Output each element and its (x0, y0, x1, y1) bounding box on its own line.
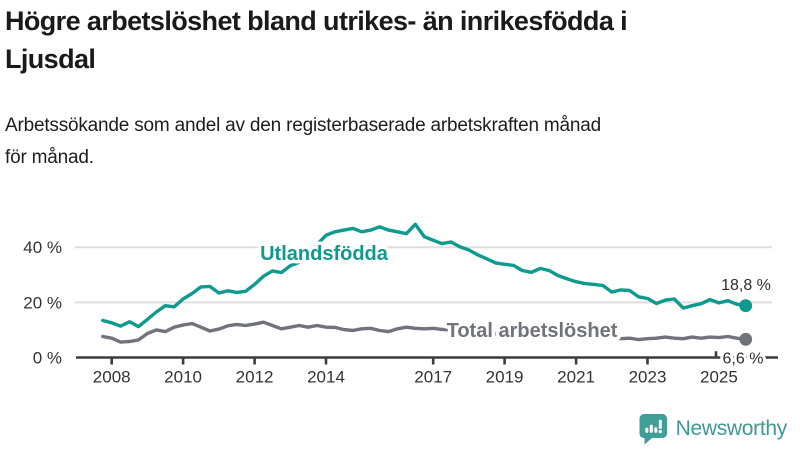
chart-subtitle: Arbetssökande som andel av den registerb… (5, 115, 602, 168)
x-tick-label: 2019 (486, 368, 524, 387)
y-tick-label: 0 % (33, 349, 62, 368)
end-value-label: 18,8 % (721, 277, 771, 294)
y-tick-label: 40 % (23, 238, 62, 257)
x-tick-label: 2017 (414, 368, 452, 387)
series-line-utlandsfodda (101, 222, 748, 329)
series-end-dot (739, 299, 753, 313)
end-value-label: 6,6 % (723, 351, 764, 368)
x-tick-label: 2025 (700, 368, 738, 387)
y-tick-label: 20 % (23, 293, 62, 312)
x-tick-label: 2010 (164, 368, 202, 387)
series-end-dot (739, 332, 753, 346)
x-axis-line (76, 351, 778, 359)
x-tick-label: 2008 (93, 368, 131, 387)
newsworthy-logo[interactable]: Newsworthy (638, 413, 787, 445)
x-tick-label: 2023 (629, 368, 667, 387)
newsworthy-bar-chart-bubble-icon (639, 414, 667, 445)
x-tick-label: 2014 (307, 368, 345, 387)
chart-title: Högre arbetslöshet bland utrikes- än inr… (5, 6, 628, 74)
series-label-utlandsfodda: Utlandsfödda (260, 243, 389, 265)
x-tick-label: 2012 (236, 368, 274, 387)
newsworthy-wordmark: Newsworthy (675, 417, 788, 440)
series-line-total-arbetsloshet (101, 320, 748, 344)
series-label-total-arbetsloshet: Total arbetslöshet (447, 320, 618, 342)
x-tick-label: 2021 (557, 368, 595, 387)
